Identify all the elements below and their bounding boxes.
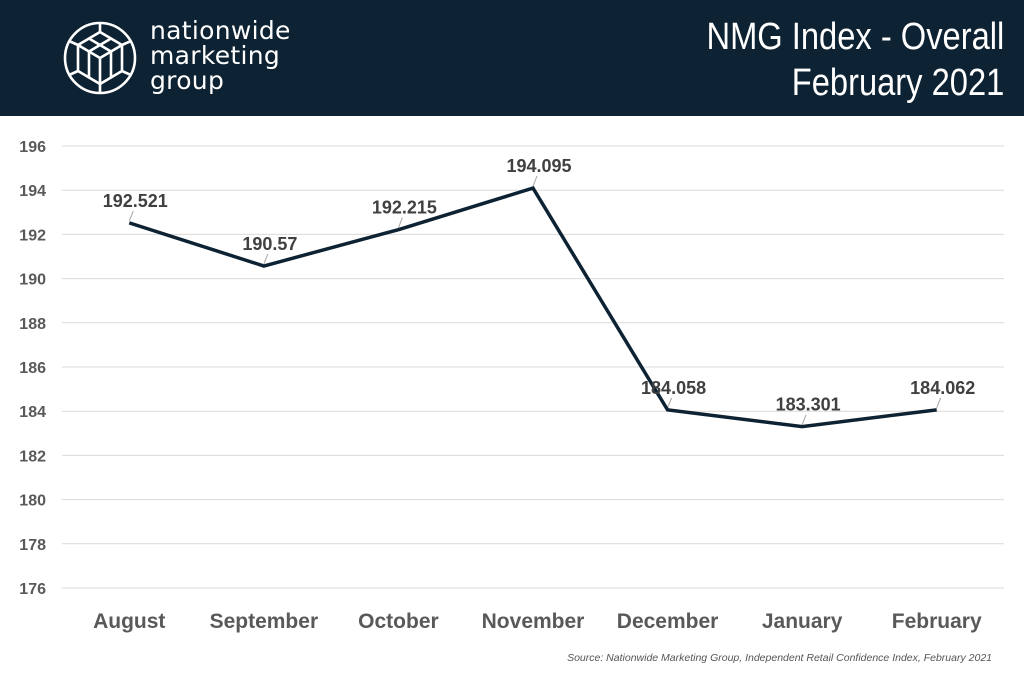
data-labels: 192.521 190.57 192.215 194.095 184.058 183.30… — [103, 156, 976, 415]
label-leader — [532, 175, 538, 187]
logo-line-1: nationwide — [150, 16, 291, 45]
y-tick-label: 184 — [19, 404, 46, 421]
label-leader — [128, 210, 134, 222]
y-tick-label: 176 — [19, 581, 46, 598]
y-tick-label: 190 — [19, 272, 46, 289]
data-label: 190.57 — [242, 234, 297, 254]
data-label: 184.058 — [641, 378, 706, 398]
label-leader — [397, 217, 403, 228]
logo-line-2: marketing — [150, 41, 281, 70]
y-tick-label: 194 — [19, 183, 46, 200]
x-tick-label: September — [210, 610, 319, 633]
data-label: 184.062 — [910, 378, 975, 398]
header-banner: nationwide marketing group NMG Index - O… — [0, 0, 1024, 116]
label-leader — [667, 397, 673, 409]
data-label: 192.521 — [103, 191, 168, 211]
y-tick-label: 196 — [19, 139, 46, 156]
series-line — [128, 186, 937, 429]
x-tick-label: October — [358, 610, 439, 633]
y-tick-label: 192 — [19, 227, 46, 244]
y-tick-label: 186 — [19, 360, 46, 377]
x-tick-label: November — [482, 610, 585, 633]
y-tick-label: 188 — [19, 316, 46, 333]
chart-title: NMG Index - Overall February 2021 — [706, 14, 1004, 106]
logo-wordmark: nationwide marketing group — [150, 18, 291, 93]
x-tick-label: August — [93, 610, 165, 633]
data-label: 194.095 — [506, 156, 571, 176]
x-tick-label: February — [892, 610, 982, 633]
title-line-2: February 2021 — [791, 62, 1004, 104]
label-leader — [936, 397, 942, 409]
y-tick-label: 178 — [19, 537, 46, 554]
line-chart: 176 178 180 182 184 186 188 190 192 194 196 August… — [19, 139, 1004, 633]
label-leader — [263, 253, 269, 265]
data-label: 192.215 — [372, 198, 437, 218]
x-tick-label: January — [762, 610, 843, 633]
label-leader — [801, 414, 807, 425]
title-line-1: NMG Index - Overall — [706, 16, 1004, 58]
x-axis: August September October November December Ja… — [93, 610, 982, 633]
y-axis: 176 178 180 182 184 186 188 190 192 194 196 — [19, 139, 46, 598]
y-tick-label: 182 — [19, 448, 46, 465]
logo-line-3: group — [150, 66, 225, 95]
data-label: 183.301 — [776, 395, 841, 415]
x-tick-label: December — [617, 610, 719, 633]
cube-network-icon — [63, 21, 137, 95]
gridlines — [62, 145, 1004, 589]
label-leaders — [128, 175, 942, 425]
y-tick-label: 180 — [19, 493, 46, 510]
source-note: Source: Nationwide Marketing Group, Inde… — [567, 652, 992, 664]
